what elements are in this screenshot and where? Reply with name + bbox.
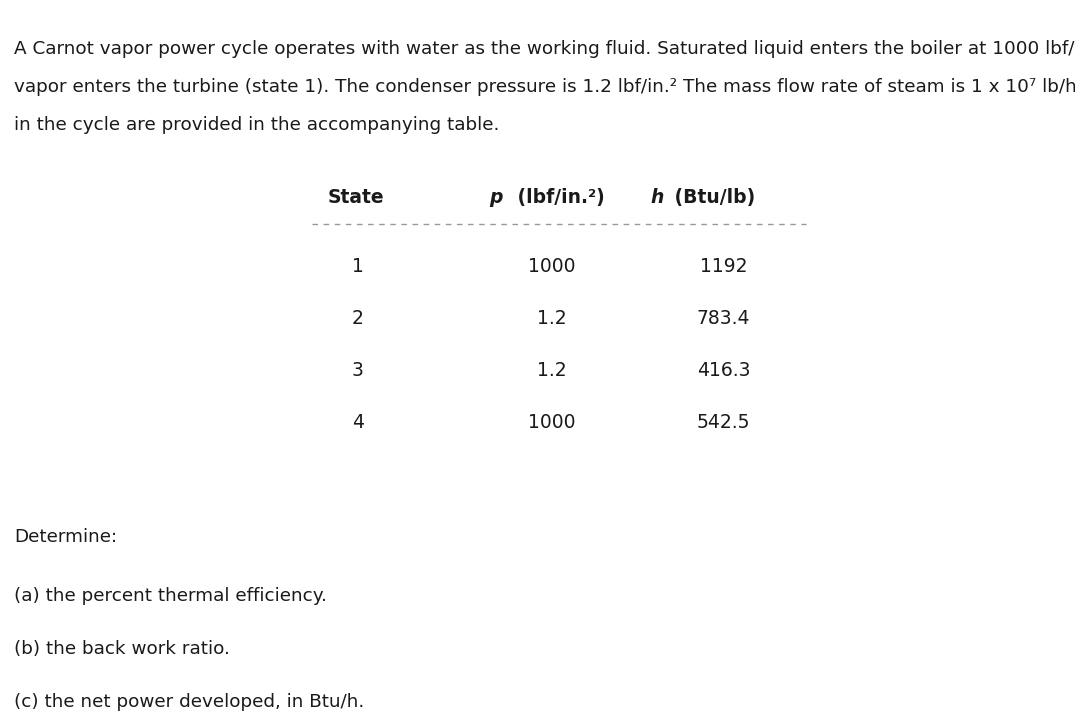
Text: State: State <box>328 188 385 207</box>
Text: 1000: 1000 <box>528 257 575 275</box>
Text: (a) the percent thermal efficiency.: (a) the percent thermal efficiency. <box>14 587 327 605</box>
Text: (b) the back work ratio.: (b) the back work ratio. <box>14 640 230 658</box>
Text: Determine:: Determine: <box>14 528 117 546</box>
Text: 1192: 1192 <box>700 257 747 275</box>
Text: p: p <box>489 188 502 207</box>
Text: A Carnot vapor power cycle operates with water as the working fluid. Saturated l: A Carnot vapor power cycle operates with… <box>14 40 1075 58</box>
Text: 542.5: 542.5 <box>697 413 750 432</box>
Text: 1.2: 1.2 <box>536 361 567 380</box>
Text: 416.3: 416.3 <box>697 361 750 380</box>
Text: vapor enters the turbine (state 1). The condenser pressure is 1.2 lbf/in.² The m: vapor enters the turbine (state 1). The … <box>14 78 1075 96</box>
Text: 4: 4 <box>352 413 364 432</box>
Text: 1.2: 1.2 <box>536 309 567 328</box>
Text: 3: 3 <box>352 361 364 380</box>
Text: h: h <box>650 188 663 207</box>
Text: in the cycle are provided in the accompanying table.: in the cycle are provided in the accompa… <box>14 116 500 134</box>
Text: 1: 1 <box>352 257 364 275</box>
Text: (Btu/lb): (Btu/lb) <box>668 188 755 207</box>
Text: (c) the net power developed, in Btu/h.: (c) the net power developed, in Btu/h. <box>14 693 364 711</box>
Text: 1000: 1000 <box>528 413 575 432</box>
Text: (lbf/in.²): (lbf/in.²) <box>511 188 604 207</box>
Text: 783.4: 783.4 <box>697 309 750 328</box>
Text: 2: 2 <box>352 309 364 328</box>
